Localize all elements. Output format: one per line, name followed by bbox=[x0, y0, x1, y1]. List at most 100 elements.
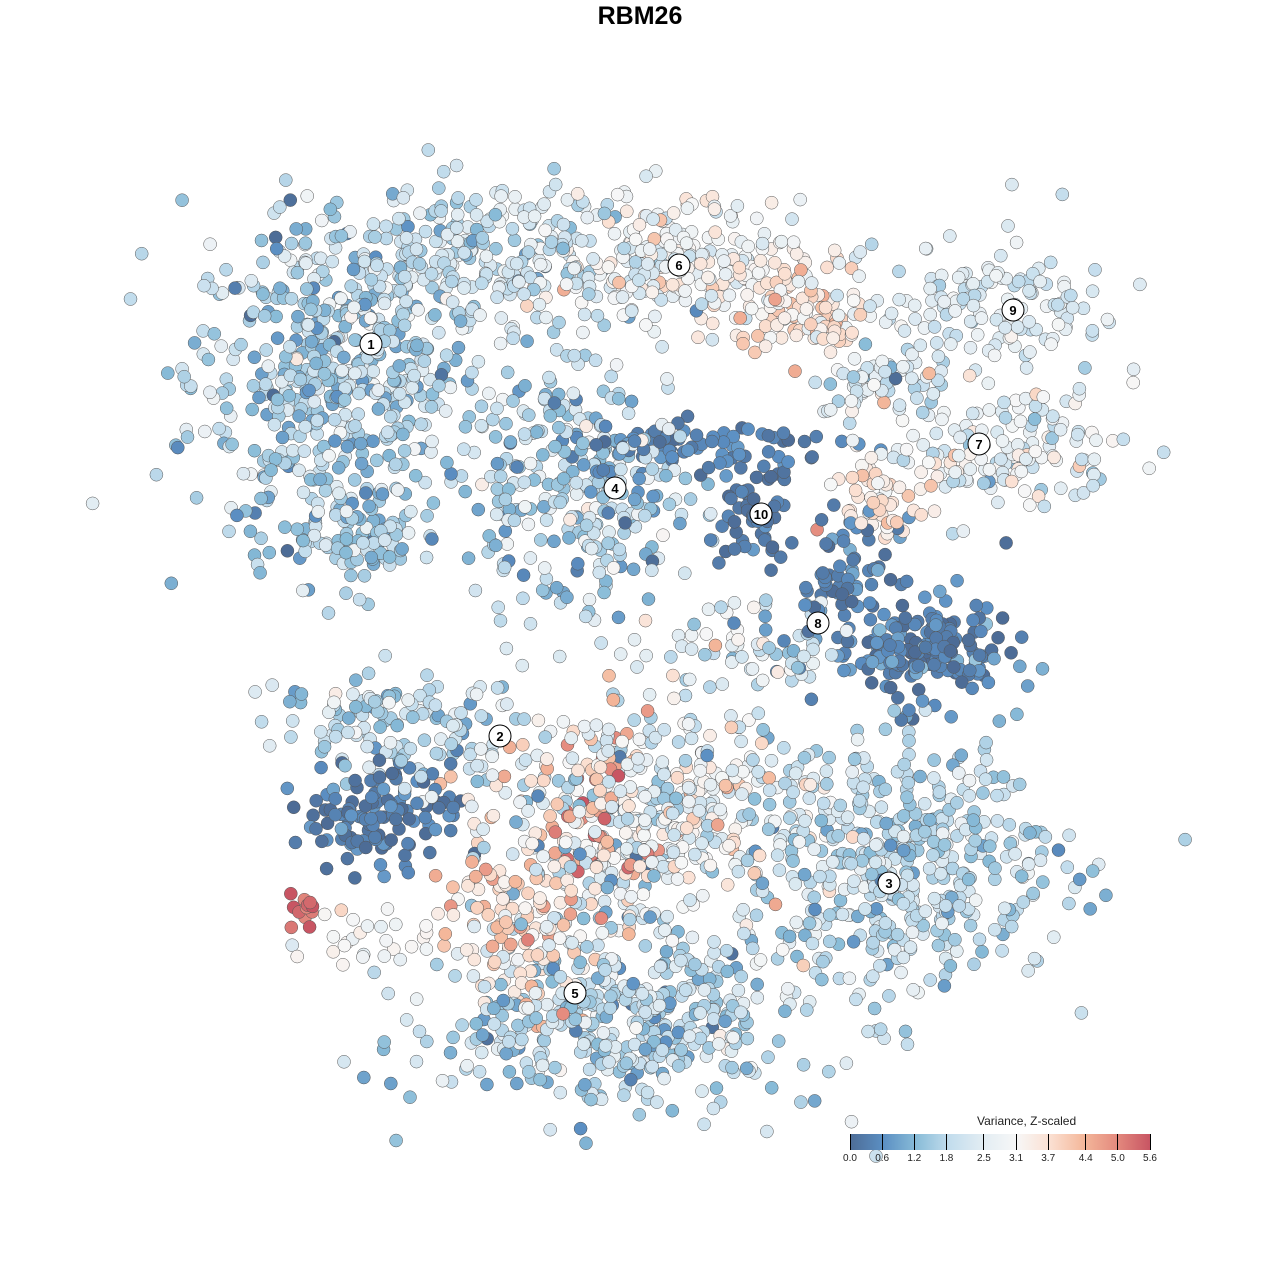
data-point bbox=[874, 800, 889, 814]
data-point bbox=[839, 624, 854, 638]
data-point bbox=[522, 1065, 536, 1079]
data-point bbox=[700, 748, 714, 763]
data-point bbox=[869, 838, 883, 852]
data-point bbox=[285, 714, 300, 728]
data-point bbox=[1019, 452, 1033, 466]
data-point bbox=[866, 935, 880, 950]
data-point bbox=[814, 513, 829, 527]
data-point bbox=[460, 1058, 474, 1073]
data-point bbox=[579, 419, 593, 433]
data-point bbox=[826, 331, 840, 345]
data-point bbox=[861, 1024, 875, 1039]
data-point bbox=[755, 236, 770, 251]
data-point bbox=[348, 419, 362, 433]
data-point bbox=[576, 325, 590, 340]
data-point bbox=[424, 267, 439, 281]
data-point bbox=[1075, 452, 1089, 467]
data-point bbox=[648, 309, 662, 324]
data-point bbox=[576, 458, 591, 472]
data-point bbox=[597, 585, 611, 600]
data-point bbox=[588, 881, 602, 896]
data-point bbox=[1088, 263, 1102, 277]
data-point bbox=[906, 983, 920, 997]
data-point bbox=[507, 513, 522, 528]
data-point bbox=[474, 1045, 489, 1060]
data-point bbox=[890, 515, 904, 530]
data-point bbox=[490, 456, 505, 471]
data-point bbox=[840, 810, 855, 824]
data-point bbox=[589, 438, 603, 452]
data-point bbox=[527, 209, 542, 224]
data-point bbox=[494, 977, 508, 992]
data-point bbox=[290, 949, 304, 964]
data-point bbox=[963, 340, 978, 355]
data-point bbox=[764, 1081, 779, 1095]
data-point bbox=[506, 331, 520, 346]
data-point bbox=[878, 916, 893, 930]
data-point bbox=[764, 195, 779, 210]
data-point bbox=[480, 1077, 494, 1092]
data-point bbox=[509, 815, 523, 829]
data-point bbox=[867, 378, 881, 392]
data-point bbox=[911, 682, 926, 697]
data-point bbox=[952, 766, 966, 780]
data-point bbox=[844, 1114, 859, 1129]
data-point bbox=[645, 462, 659, 476]
data-point bbox=[822, 934, 837, 949]
data-point bbox=[735, 650, 749, 664]
data-point bbox=[948, 465, 962, 479]
data-point bbox=[786, 644, 801, 658]
data-point bbox=[284, 291, 299, 306]
data-point bbox=[512, 275, 526, 289]
data-point bbox=[1022, 315, 1036, 329]
data-point bbox=[366, 434, 380, 448]
data-point bbox=[425, 280, 439, 295]
data-point bbox=[254, 233, 269, 248]
data-point bbox=[943, 959, 958, 973]
data-point bbox=[510, 460, 524, 474]
legend-tick-mark bbox=[1117, 1134, 1119, 1150]
data-point bbox=[584, 1092, 598, 1107]
data-point bbox=[823, 377, 838, 391]
data-point bbox=[328, 729, 343, 744]
data-point bbox=[883, 680, 898, 695]
data-point bbox=[549, 580, 564, 595]
data-point bbox=[290, 522, 304, 536]
data-point bbox=[409, 242, 424, 256]
data-point bbox=[435, 1073, 450, 1088]
data-point bbox=[638, 1005, 652, 1019]
data-point bbox=[853, 308, 868, 322]
data-point bbox=[929, 426, 944, 441]
data-point bbox=[500, 697, 514, 711]
data-point bbox=[566, 386, 581, 401]
data-point bbox=[930, 336, 944, 350]
data-point bbox=[134, 246, 149, 261]
data-point bbox=[339, 586, 353, 600]
data-point bbox=[171, 440, 185, 455]
data-point bbox=[164, 576, 179, 591]
data-point bbox=[962, 773, 977, 788]
data-point bbox=[225, 437, 239, 452]
data-point bbox=[918, 824, 932, 839]
data-point bbox=[542, 370, 556, 385]
data-point bbox=[793, 192, 807, 207]
data-point bbox=[663, 239, 678, 253]
data-point bbox=[349, 700, 363, 714]
data-point bbox=[301, 318, 316, 332]
data-point bbox=[445, 274, 459, 289]
data-point bbox=[667, 691, 681, 706]
data-point bbox=[259, 343, 273, 357]
data-point bbox=[665, 1103, 680, 1118]
data-point bbox=[864, 676, 879, 690]
data-point bbox=[706, 1012, 721, 1026]
data-point bbox=[575, 234, 589, 248]
data-point bbox=[736, 336, 750, 351]
legend-tick-mark bbox=[945, 1134, 947, 1150]
data-point bbox=[846, 553, 860, 567]
data-point bbox=[837, 663, 851, 678]
data-point bbox=[757, 459, 771, 474]
data-point bbox=[764, 469, 778, 484]
data-point bbox=[85, 496, 100, 511]
data-point bbox=[500, 365, 515, 380]
data-point bbox=[313, 472, 327, 487]
